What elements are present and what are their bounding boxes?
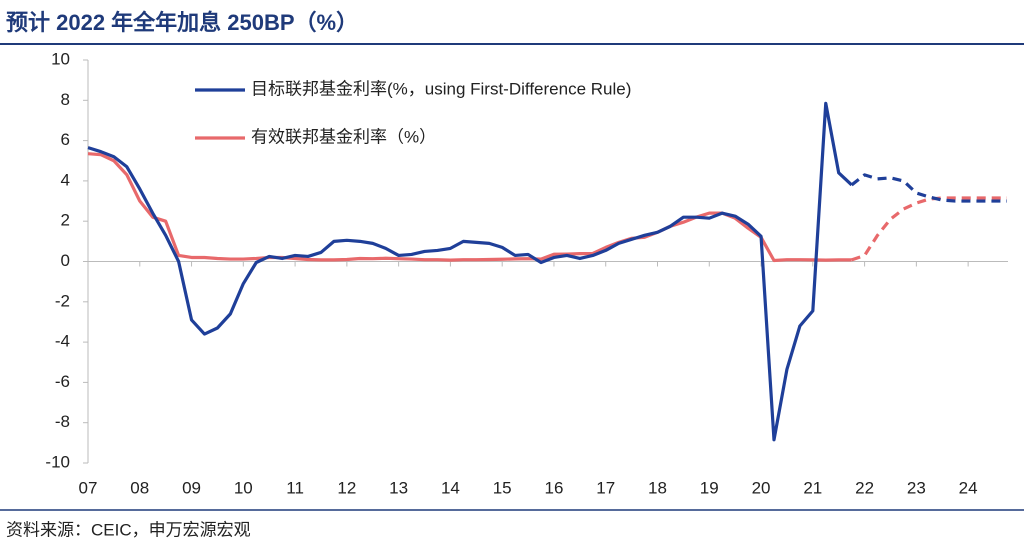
legend-label: 目标联邦基金利率(%，using First-Difference Rule) [251,79,631,98]
series-line [87,101,853,442]
forecast-line [851,196,1007,262]
chart-title: 预计 2022 年全年加息 250BP（%） [6,10,358,35]
x-tick-label: 23 [907,478,926,497]
x-tick-label: 18 [648,478,667,497]
y-tick-label: -4 [55,332,70,351]
x-tick-label: 10 [234,478,253,497]
x-tick-label: 17 [596,478,615,497]
legend-label: 有效联邦基金利率（%） [251,127,436,146]
x-tick-label: 22 [855,478,874,497]
x-tick-label: 07 [79,478,98,497]
y-tick-label: 4 [61,170,70,189]
series-line [87,152,852,263]
x-tick-label: 21 [803,478,822,497]
x-tick-label: 13 [389,478,408,497]
y-tick-label: 2 [61,211,70,230]
source-note: 资料来源：CEIC，申万宏源宏观 [6,520,251,539]
y-tick-label: 6 [61,130,70,149]
x-tick-label: 16 [544,478,563,497]
x-tick-label: 09 [182,478,201,497]
y-tick-label: -10 [45,452,70,471]
x-tick-label: 12 [337,478,356,497]
y-tick-label: 10 [51,49,70,68]
y-tick-label: -8 [55,412,70,431]
x-tick-label: 08 [130,478,149,497]
x-tick-label: 11 [286,478,304,497]
y-tick-label: 8 [61,90,70,109]
forecast-line [850,173,1007,203]
y-tick-label: -2 [55,291,70,310]
x-tick-label: 20 [752,478,771,497]
x-tick-label: 19 [700,478,719,497]
y-tick-label: 0 [61,251,70,270]
x-tick-label: 14 [441,478,460,497]
y-tick-label: -6 [55,372,70,391]
x-tick-label: 24 [959,478,978,497]
x-tick-label: 15 [493,478,512,497]
